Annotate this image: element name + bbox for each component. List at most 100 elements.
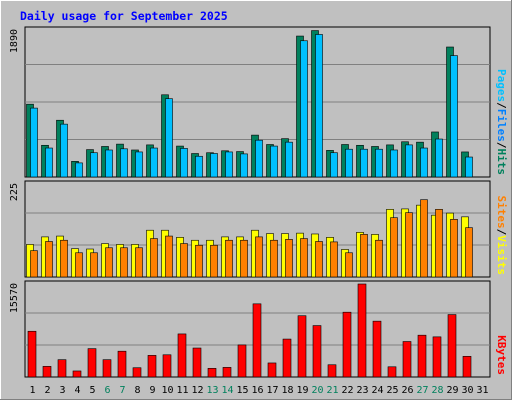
- bar-sites-day-22: [345, 252, 353, 278]
- bar-files-day-8: [135, 151, 143, 178]
- bar-files-day-30: [465, 156, 473, 178]
- bar-sites-day-10: [165, 235, 173, 278]
- bar-files-day-29: [450, 55, 458, 178]
- bar-sites-day-4: [75, 252, 83, 278]
- bar-sites-day-25: [390, 217, 398, 278]
- legend-part: KBytes: [495, 335, 508, 375]
- bar-sites-day-8: [135, 247, 143, 278]
- day-label-13: 13: [206, 385, 218, 396]
- bar-kbytes-day-27: [417, 334, 427, 378]
- bar-files-day-6: [105, 149, 113, 178]
- bar-files-day-26: [405, 144, 413, 178]
- bar-files-day-24: [375, 148, 383, 178]
- bar-sites-day-5: [90, 252, 98, 278]
- bar-files-day-17: [270, 145, 278, 178]
- bar-sites-day-20: [315, 241, 323, 278]
- bar-files-day-21: [330, 152, 338, 178]
- day-label-8: 8: [134, 385, 140, 396]
- bar-files-day-18: [285, 141, 293, 178]
- day-label-23: 23: [356, 385, 368, 396]
- bar-sites-day-1: [30, 250, 38, 278]
- bar-kbytes-day-30: [462, 356, 472, 378]
- bar-files-day-15: [240, 153, 248, 178]
- bar-kbytes-day-14: [222, 367, 232, 378]
- bar-kbytes-day-19: [297, 315, 307, 378]
- day-label-14: 14: [221, 385, 233, 396]
- bar-kbytes-day-2: [42, 366, 52, 378]
- bar-kbytes-day-10: [162, 354, 172, 378]
- bar-kbytes-day-22: [342, 311, 352, 378]
- bar-kbytes-day-1: [27, 330, 37, 378]
- legend-part: /: [495, 229, 508, 236]
- legend-part: Pages: [495, 69, 508, 102]
- day-label-29: 29: [446, 385, 458, 396]
- bar-kbytes-day-7: [117, 350, 127, 378]
- legend-part: /: [495, 142, 508, 149]
- bar-sites-day-23: [360, 234, 368, 278]
- bar-sites-day-19: [300, 238, 308, 278]
- bar-kbytes-day-21: [327, 364, 337, 378]
- legend-part: Visits: [495, 235, 508, 275]
- bar-kbytes-day-25: [387, 366, 397, 378]
- day-label-2: 2: [44, 385, 50, 396]
- bar-sites-day-16: [255, 236, 263, 278]
- day-label-26: 26: [401, 385, 413, 396]
- bar-files-day-19: [300, 40, 308, 178]
- bar-files-day-27: [420, 147, 428, 178]
- bar-sites-day-21: [330, 241, 338, 278]
- day-label-19: 19: [296, 385, 308, 396]
- bar-files-day-9: [150, 147, 158, 178]
- legend-part: Files: [495, 109, 508, 142]
- legend-requests: Pages/Files/Hits: [495, 69, 508, 175]
- bar-sites-day-3: [60, 239, 68, 278]
- bar-kbytes-day-6: [102, 359, 112, 378]
- day-label-20: 20: [311, 385, 323, 396]
- bar-kbytes-day-3: [57, 359, 67, 378]
- bar-sites-day-13: [210, 244, 218, 278]
- bar-kbytes-day-12: [192, 347, 202, 378]
- legend-kbytes: KBytes: [495, 335, 508, 375]
- bar-sites-day-14: [225, 239, 233, 278]
- day-label-22: 22: [341, 385, 353, 396]
- bar-kbytes-day-13: [207, 368, 217, 378]
- bar-kbytes-day-26: [402, 341, 412, 378]
- legend-visitors: Sites/Visits: [495, 196, 508, 276]
- bar-files-day-10: [165, 98, 173, 178]
- bar-kbytes-day-29: [447, 314, 457, 378]
- day-label-15: 15: [236, 385, 248, 396]
- bar-files-day-25: [390, 149, 398, 178]
- day-label-1: 1: [29, 385, 35, 396]
- bar-kbytes-day-15: [237, 344, 247, 378]
- day-label-7: 7: [119, 385, 125, 396]
- legend-part: Sites: [495, 196, 508, 229]
- bar-sites-day-2: [45, 241, 53, 278]
- bar-files-day-1: [30, 107, 38, 178]
- day-label-17: 17: [266, 385, 278, 396]
- bar-kbytes-day-9: [147, 355, 157, 378]
- bar-sites-day-27: [420, 199, 428, 278]
- bar-sites-day-29: [450, 219, 458, 278]
- bar-sites-day-18: [285, 239, 293, 278]
- max-label-kbytes: 15570: [9, 283, 20, 313]
- bar-files-day-11: [180, 148, 188, 178]
- day-label-28: 28: [431, 385, 443, 396]
- bar-files-day-28: [435, 138, 443, 178]
- bar-kbytes-day-18: [282, 338, 292, 378]
- bar-kbytes-day-5: [87, 348, 97, 378]
- day-label-11: 11: [176, 385, 188, 396]
- bar-sites-day-24: [375, 239, 383, 278]
- bar-kbytes-day-28: [432, 336, 442, 378]
- day-label-12: 12: [191, 385, 203, 396]
- bar-files-day-13: [210, 153, 218, 178]
- legend-part: Hits: [495, 149, 508, 176]
- day-label-21: 21: [326, 385, 338, 396]
- bar-kbytes-day-23: [357, 283, 367, 378]
- bar-kbytes-day-24: [372, 320, 382, 378]
- bar-sites-day-17: [270, 239, 278, 278]
- bar-files-day-4: [75, 162, 83, 178]
- bar-sites-day-9: [150, 238, 158, 278]
- bar-kbytes-day-8: [132, 367, 142, 378]
- day-label-16: 16: [251, 385, 263, 396]
- bar-sites-day-30: [465, 227, 473, 278]
